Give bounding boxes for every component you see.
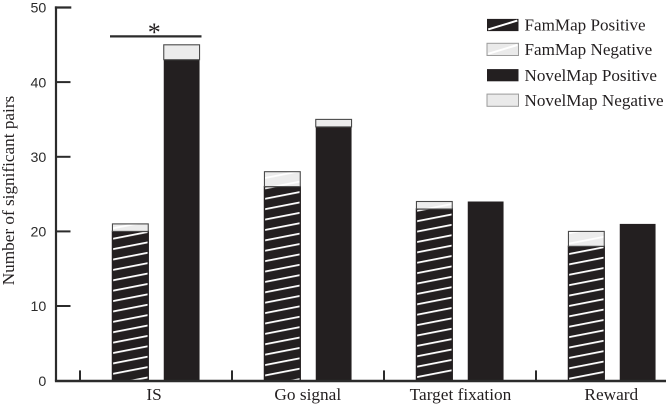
- svg-text:20: 20: [31, 225, 47, 241]
- svg-text:Go signal: Go signal: [274, 385, 341, 404]
- svg-text:50: 50: [31, 1, 47, 17]
- svg-text:NovelMap Negative: NovelMap Negative: [525, 91, 664, 110]
- svg-text:30: 30: [31, 150, 47, 166]
- svg-text:0: 0: [38, 374, 46, 390]
- svg-text:Number of significant pairs: Number of significant pairs: [0, 95, 18, 285]
- svg-text:40: 40: [31, 75, 47, 91]
- svg-text:10: 10: [31, 299, 47, 315]
- svg-text:IS: IS: [146, 385, 161, 404]
- svg-text:*: *: [148, 18, 161, 47]
- svg-text:FamMap Negative: FamMap Negative: [525, 40, 653, 59]
- svg-text:FamMap Positive: FamMap Positive: [525, 16, 646, 35]
- svg-text:Target fixation: Target fixation: [410, 385, 512, 404]
- svg-text:NovelMap Positive: NovelMap Positive: [525, 66, 657, 85]
- svg-text:Reward: Reward: [584, 385, 638, 404]
